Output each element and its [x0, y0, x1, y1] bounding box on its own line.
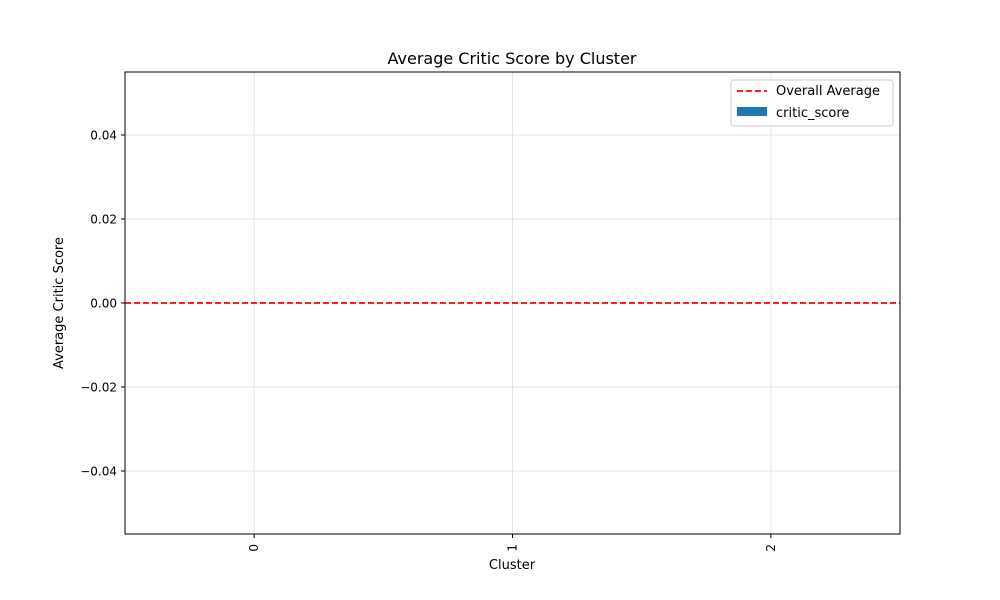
legend-label-overall-average: Overall Average	[776, 84, 880, 99]
legend-label-critic-score: critic_score	[776, 106, 849, 121]
x-tick-label: 0	[247, 544, 261, 552]
x-tick-label: 2	[764, 544, 778, 552]
y-axis-label: Average Critic Score	[52, 237, 67, 369]
x-tick-label: 1	[506, 544, 520, 552]
y-tick-label: 0.04	[90, 129, 117, 143]
chart-title: Average Critic Score by Cluster	[388, 49, 637, 68]
y-tick-label: 0.00	[90, 297, 117, 311]
y-tick-label: 0.02	[90, 213, 117, 227]
legend-box	[730, 79, 894, 127]
y-axis-ticks: −0.04 −0.02 0.00 0.02 0.04	[80, 129, 125, 479]
x-axis-label: Cluster	[489, 558, 536, 573]
legend: Overall Average critic_score	[730, 79, 894, 127]
x-axis-ticks: 0 1 2	[247, 534, 778, 552]
legend-swatch-critic-score	[737, 107, 767, 116]
y-tick-label: −0.04	[80, 465, 117, 479]
y-tick-label: −0.02	[80, 381, 117, 395]
